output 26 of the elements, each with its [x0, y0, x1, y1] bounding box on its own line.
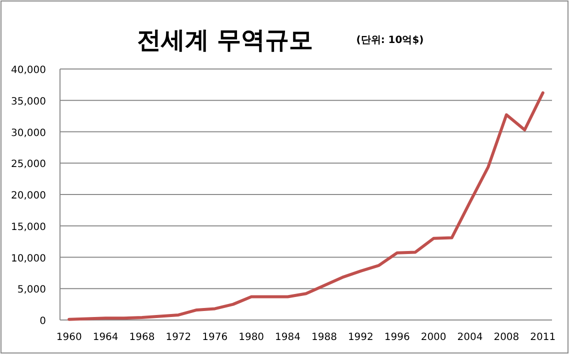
y-tick-label: 40,000 — [11, 65, 46, 76]
x-tick-label: 1984 — [275, 332, 301, 343]
chart-title: 전세계 무역규모 — [136, 26, 314, 54]
y-tick-label: 10,000 — [11, 253, 46, 264]
x-tick-label: 1992 — [348, 332, 374, 343]
y-tick-label: 30,000 — [11, 128, 46, 139]
line-series — [68, 91, 544, 321]
y-tick-label: 5,000 — [17, 284, 46, 296]
x-tick-label: 1972 — [166, 332, 192, 343]
x-tick-label: 2008 — [494, 332, 520, 343]
x-tick-label: 1996 — [384, 332, 410, 343]
x-tick-label: 1968 — [129, 332, 155, 343]
chart-subtitle: (단위: 10억$) — [356, 35, 424, 46]
x-tick-label: 1960 — [56, 332, 82, 343]
y-tick-label: 0 — [40, 316, 46, 327]
x-tick-label: 1988 — [311, 332, 337, 343]
x-tick-label: 1980 — [238, 332, 264, 343]
y-tick-label: 35,000 — [11, 96, 46, 108]
y-tick-label: 25,000 — [11, 159, 46, 170]
x-tick-label: 2000 — [420, 332, 446, 343]
x-tick-label: 2011 — [530, 332, 556, 343]
x-tick-label: 1964 — [92, 332, 118, 343]
x-tick-label: 2004 — [457, 332, 483, 343]
y-tick-label: 20,000 — [11, 190, 46, 202]
y-tick-label: 15,000 — [11, 222, 46, 233]
x-tick-label: 1976 — [202, 332, 228, 343]
